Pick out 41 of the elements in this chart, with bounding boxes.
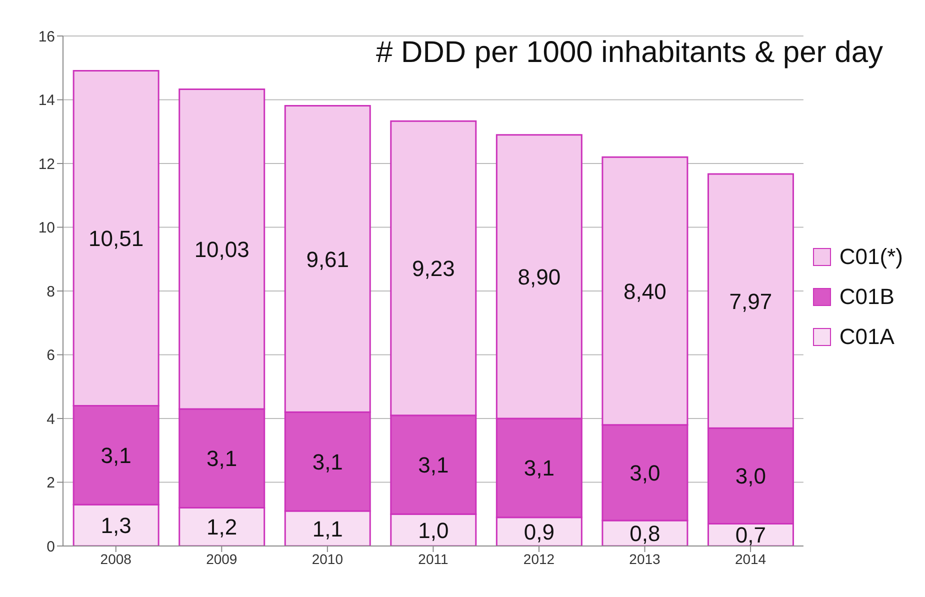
x-tick-label: 2013 <box>629 550 661 567</box>
data-label: 10,51 <box>88 226 144 252</box>
chart-title: # DDD per 1000 inhabitants & per day <box>376 36 883 70</box>
x-tick-label: 2011 <box>418 550 448 567</box>
data-label: 3,1 <box>206 446 238 472</box>
legend-label: C01(*) <box>839 244 903 270</box>
x-tick-label: 2012 <box>523 550 555 567</box>
legend-label: C01A <box>839 324 894 350</box>
x-tick-label: 2009 <box>206 550 238 567</box>
data-label: 1,1 <box>312 516 343 542</box>
y-tick-label: 14 <box>38 92 55 110</box>
data-label: 3,0 <box>735 464 766 489</box>
y-tick-label: 12 <box>38 156 55 173</box>
data-label: 8,90 <box>518 264 561 290</box>
data-label: 7,97 <box>729 288 772 314</box>
data-label: 10,03 <box>194 236 250 262</box>
y-tick-label: 2 <box>46 474 55 492</box>
data-label: 9,23 <box>412 256 455 282</box>
data-label: 9,61 <box>306 246 350 272</box>
y-tick-label: 10 <box>38 220 55 237</box>
data-label: 1,0 <box>418 518 449 543</box>
data-label: 0,7 <box>735 522 766 548</box>
data-label: 1,2 <box>206 514 238 540</box>
data-label: 0,8 <box>630 521 660 546</box>
data-label: 3,1 <box>524 456 554 481</box>
y-tick-label: 8 <box>46 283 55 300</box>
data-label: 8,40 <box>624 278 666 304</box>
y-tick-label: 6 <box>46 347 55 364</box>
data-label: 3,1 <box>312 449 343 474</box>
data-label: 3,1 <box>100 442 132 468</box>
data-label: 1,3 <box>100 513 132 538</box>
x-tick-label: 2010 <box>312 550 344 567</box>
data-label: 3,1 <box>418 452 449 478</box>
y-tick-label: 4 <box>46 410 55 428</box>
x-tick-label: 2014 <box>734 550 766 567</box>
x-tick-label: 2008 <box>100 550 132 567</box>
data-label: 3,0 <box>630 460 660 486</box>
data-label: 0,9 <box>524 519 554 544</box>
legend-label: C01B <box>839 284 894 310</box>
y-tick-label: 0 <box>46 538 55 556</box>
y-tick-label: 16 <box>38 28 55 46</box>
